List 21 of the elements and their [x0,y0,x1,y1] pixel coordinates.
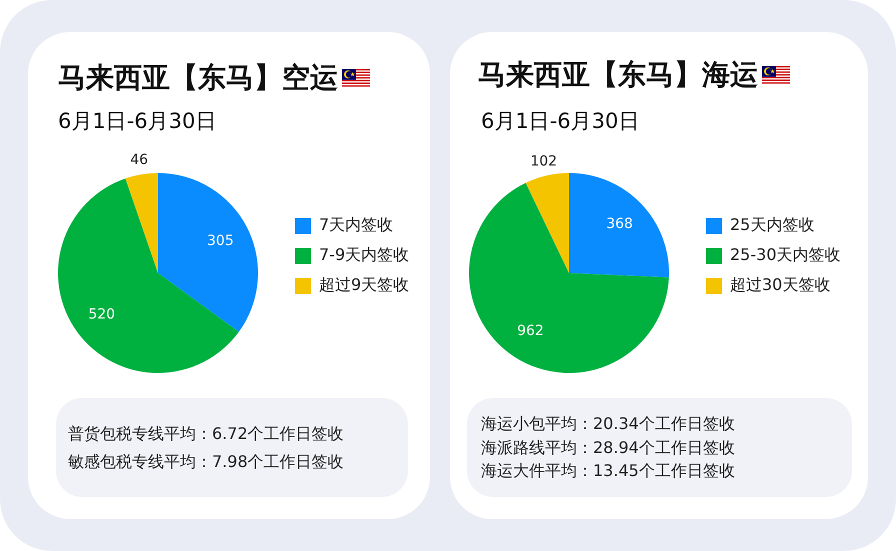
chart-subtitle: 6月1日-6月30日 [58,108,216,134]
data-label: 102 [530,153,558,170]
text: 普货包税专线平均：6.72个工作日签收 [68,422,345,444]
legend-label: 超过9天签收 [319,275,410,294]
text: 海运大件平均：13.45个工作日签收 [481,460,736,482]
data-label: 305 [207,232,234,249]
chart-subtitle: 6月1日-6月30日 [481,108,640,134]
data-label: 368 [606,216,633,232]
chart-title: 马来西亚【东马】空运 [58,61,338,95]
legend-label: 25天内签收 [730,215,814,234]
legend-label: 超过30天签收 [730,275,830,294]
data-label: 962 [517,323,544,340]
chart-title: 马来西亚【东马】海运 [478,58,758,92]
data-label: 46 [130,152,148,168]
text: 海运小包平均：20.34个工作日签收 [481,413,736,436]
text: 海派路线平均：28.94个工作日签收 [481,436,736,459]
legend-label: 25-30天内签收 [730,245,840,264]
text: 敏感包税专线平均：7.98个工作日签收 [68,450,345,472]
legend-label: 7-9天内签收 [319,245,410,264]
data-label: 520 [88,306,116,322]
legend-label: 7天内签收 [319,215,394,234]
